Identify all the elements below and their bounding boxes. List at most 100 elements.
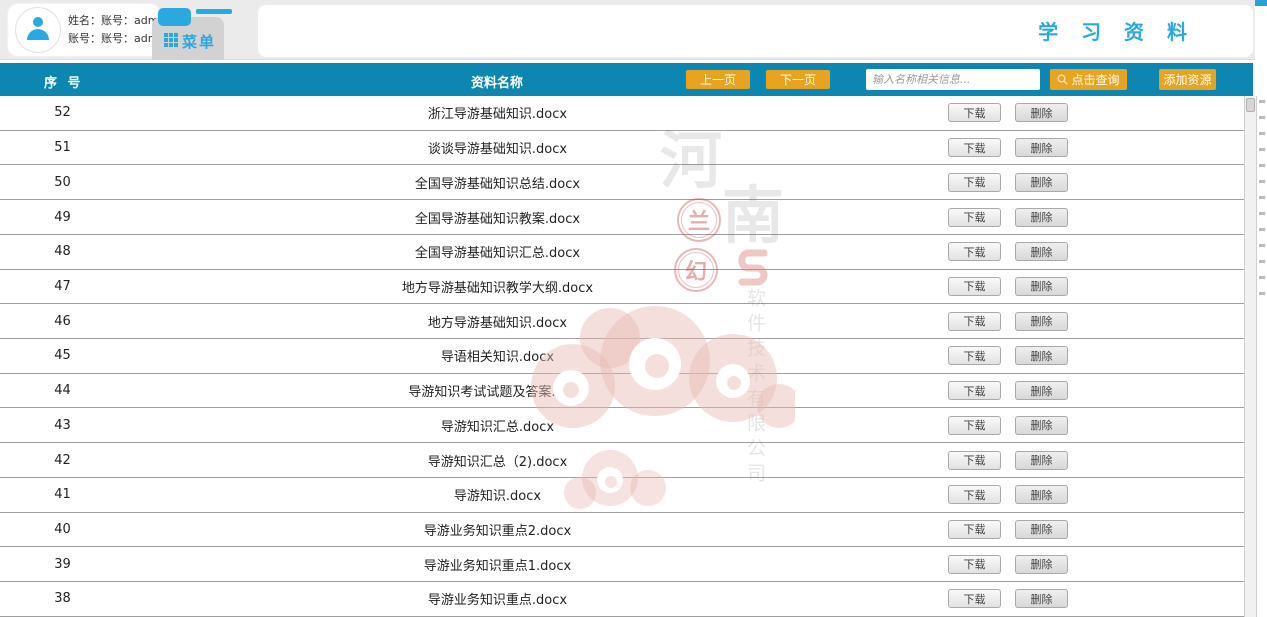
prev-page-button[interactable]: 上一页 — [686, 70, 750, 89]
row-name: 导游业务知识重点1.docx — [423, 558, 572, 574]
row-actions: 下载 删除 — [870, 589, 1244, 609]
add-resource-button[interactable]: 添加资源 — [1159, 69, 1216, 90]
delete-button[interactable]: 删除 — [1015, 346, 1068, 366]
download-button[interactable]: 下载 — [948, 554, 1001, 574]
row-actions: 下载 删除 — [870, 346, 1244, 366]
row-seq: 44 — [54, 383, 71, 399]
query-button-label: 点击查询 — [1071, 73, 1120, 87]
row-name: 地方导游基础知识教学大纲.docx — [401, 280, 594, 296]
menu-tab-decoration — [158, 8, 191, 26]
next-page-button[interactable]: 下一页 — [766, 70, 830, 89]
page-title: 学 习 资 料 — [1038, 20, 1195, 44]
search-input[interactable] — [866, 69, 1040, 90]
user-info-text: 姓名：账号：admin 账号：账号：admin — [68, 12, 168, 48]
delete-button[interactable]: 删除 — [1015, 415, 1068, 435]
row-seq: 46 — [54, 313, 71, 329]
row-name: 谈谈导游基础知识.docx — [427, 142, 568, 158]
row-actions: 下载 删除 — [870, 207, 1244, 227]
row-seq: 48 — [54, 244, 71, 260]
delete-button[interactable]: 删除 — [1015, 554, 1068, 574]
row-name: 导语相关知识.docx — [440, 350, 555, 366]
row-seq: 51 — [54, 140, 71, 156]
download-button[interactable]: 下载 — [948, 172, 1001, 192]
download-button[interactable]: 下载 — [948, 589, 1001, 609]
download-button[interactable]: 下载 — [948, 381, 1001, 401]
delete-button[interactable]: 删除 — [1015, 207, 1068, 227]
download-button[interactable]: 下载 — [948, 415, 1001, 435]
column-header-name: 资料名称 — [470, 76, 523, 91]
row-actions: 下载 删除 — [870, 138, 1244, 158]
row-actions: 下载 删除 — [870, 450, 1244, 470]
scrollbar-thumb[interactable] — [1246, 98, 1255, 112]
download-button[interactable]: 下载 — [948, 138, 1001, 158]
avatar — [15, 7, 61, 53]
grid-menu-icon — [164, 32, 178, 51]
row-actions: 下载 删除 — [870, 415, 1244, 435]
table-row: 45 导语相关知识.docx 下载 删除 — [0, 339, 1244, 374]
clipped-content-strip — [1257, 0, 1267, 617]
clipped-text-marks — [1259, 100, 1265, 300]
delete-button[interactable]: 删除 — [1015, 519, 1068, 539]
row-actions: 下载 删除 — [870, 381, 1244, 401]
row-seq: 47 — [54, 278, 71, 294]
row-actions: 下载 删除 — [870, 242, 1244, 262]
table-row: 47 地方导游基础知识教学大纲.docx 下载 删除 — [0, 269, 1244, 305]
delete-button[interactable]: 删除 — [1015, 485, 1068, 505]
download-button[interactable]: 下载 — [948, 276, 1001, 296]
corner-accent — [1255, 0, 1267, 6]
download-button[interactable]: 下载 — [948, 519, 1001, 539]
table-row: 40 导游业务知识重点2.docx 下载 删除 — [0, 512, 1244, 548]
delete-button[interactable]: 删除 — [1015, 276, 1068, 296]
row-seq: 39 — [54, 556, 71, 572]
download-button[interactable]: 下载 — [948, 450, 1001, 470]
delete-button[interactable]: 删除 — [1015, 103, 1068, 123]
row-seq: 45 — [54, 348, 71, 364]
row-name: 全国导游基础知识总结.docx — [414, 176, 581, 192]
table-row: 50 全国导游基础知识总结.docx 下载 删除 — [0, 165, 1244, 201]
delete-button[interactable]: 删除 — [1015, 311, 1068, 331]
row-name: 全国导游基础知识汇总.docx — [414, 246, 581, 262]
table-row: 43 导游知识汇总.docx 下载 删除 — [0, 408, 1244, 444]
menu-button[interactable]: 菜单 — [164, 31, 216, 52]
delete-button[interactable]: 删除 — [1015, 172, 1068, 192]
download-button[interactable]: 下载 — [948, 346, 1001, 366]
query-button[interactable]: 点击查询 — [1050, 69, 1127, 90]
delete-button[interactable]: 删除 — [1015, 138, 1068, 158]
download-button[interactable]: 下载 — [948, 485, 1001, 505]
table-header-bar: 序 号 资料名称 上一页 下一页 点击查询 添加资源 — [0, 63, 1253, 96]
row-name: 导游知识.docx — [453, 489, 542, 505]
table-row: 48 全国导游基础知识汇总.docx 下载 删除 — [0, 234, 1244, 270]
download-button[interactable]: 下载 — [948, 103, 1001, 123]
delete-button[interactable]: 删除 — [1015, 589, 1068, 609]
row-seq: 43 — [54, 417, 71, 433]
row-seq: 49 — [54, 209, 71, 225]
download-button[interactable]: 下载 — [948, 207, 1001, 227]
row-actions: 下载 删除 — [870, 519, 1244, 539]
row-seq: 42 — [54, 452, 71, 468]
delete-button[interactable]: 删除 — [1015, 450, 1068, 470]
table-row: 46 地方导游基础知识.docx 下载 删除 — [0, 304, 1244, 340]
table-row: 49 全国导游基础知识教案.docx 下载 删除 — [0, 200, 1244, 235]
menu-label: 菜单 — [182, 33, 217, 51]
download-button[interactable]: 下载 — [948, 242, 1001, 262]
row-seq: 50 — [54, 174, 71, 190]
delete-button[interactable]: 删除 — [1015, 381, 1068, 401]
row-name: 导游业务知识重点.docx — [427, 593, 568, 609]
download-button[interactable]: 下载 — [948, 311, 1001, 331]
search-icon — [1057, 74, 1069, 85]
row-actions: 下载 删除 — [870, 276, 1244, 296]
table-row: 52 浙江导游基础知识.docx 下载 删除 — [0, 96, 1244, 131]
row-actions: 下载 删除 — [870, 485, 1244, 505]
delete-button[interactable]: 删除 — [1015, 242, 1068, 262]
table-row: 51 谈谈导游基础知识.docx 下载 删除 — [0, 130, 1244, 166]
user-icon — [23, 13, 53, 47]
row-name: 浙江导游基础知识.docx — [427, 107, 568, 123]
table-row: 41 导游知识.docx 下载 删除 — [0, 477, 1244, 513]
table-row: 44 导游知识考试试题及答案.docx 下载 删除 — [0, 373, 1244, 409]
row-name: 导游知识汇总.docx — [440, 419, 555, 435]
column-header-seq: 序 号 — [44, 76, 84, 91]
vertical-scrollbar[interactable] — [1244, 96, 1257, 617]
row-actions: 下载 删除 — [870, 311, 1244, 331]
row-seq: 38 — [54, 591, 71, 607]
row-seq: 52 — [54, 105, 71, 121]
